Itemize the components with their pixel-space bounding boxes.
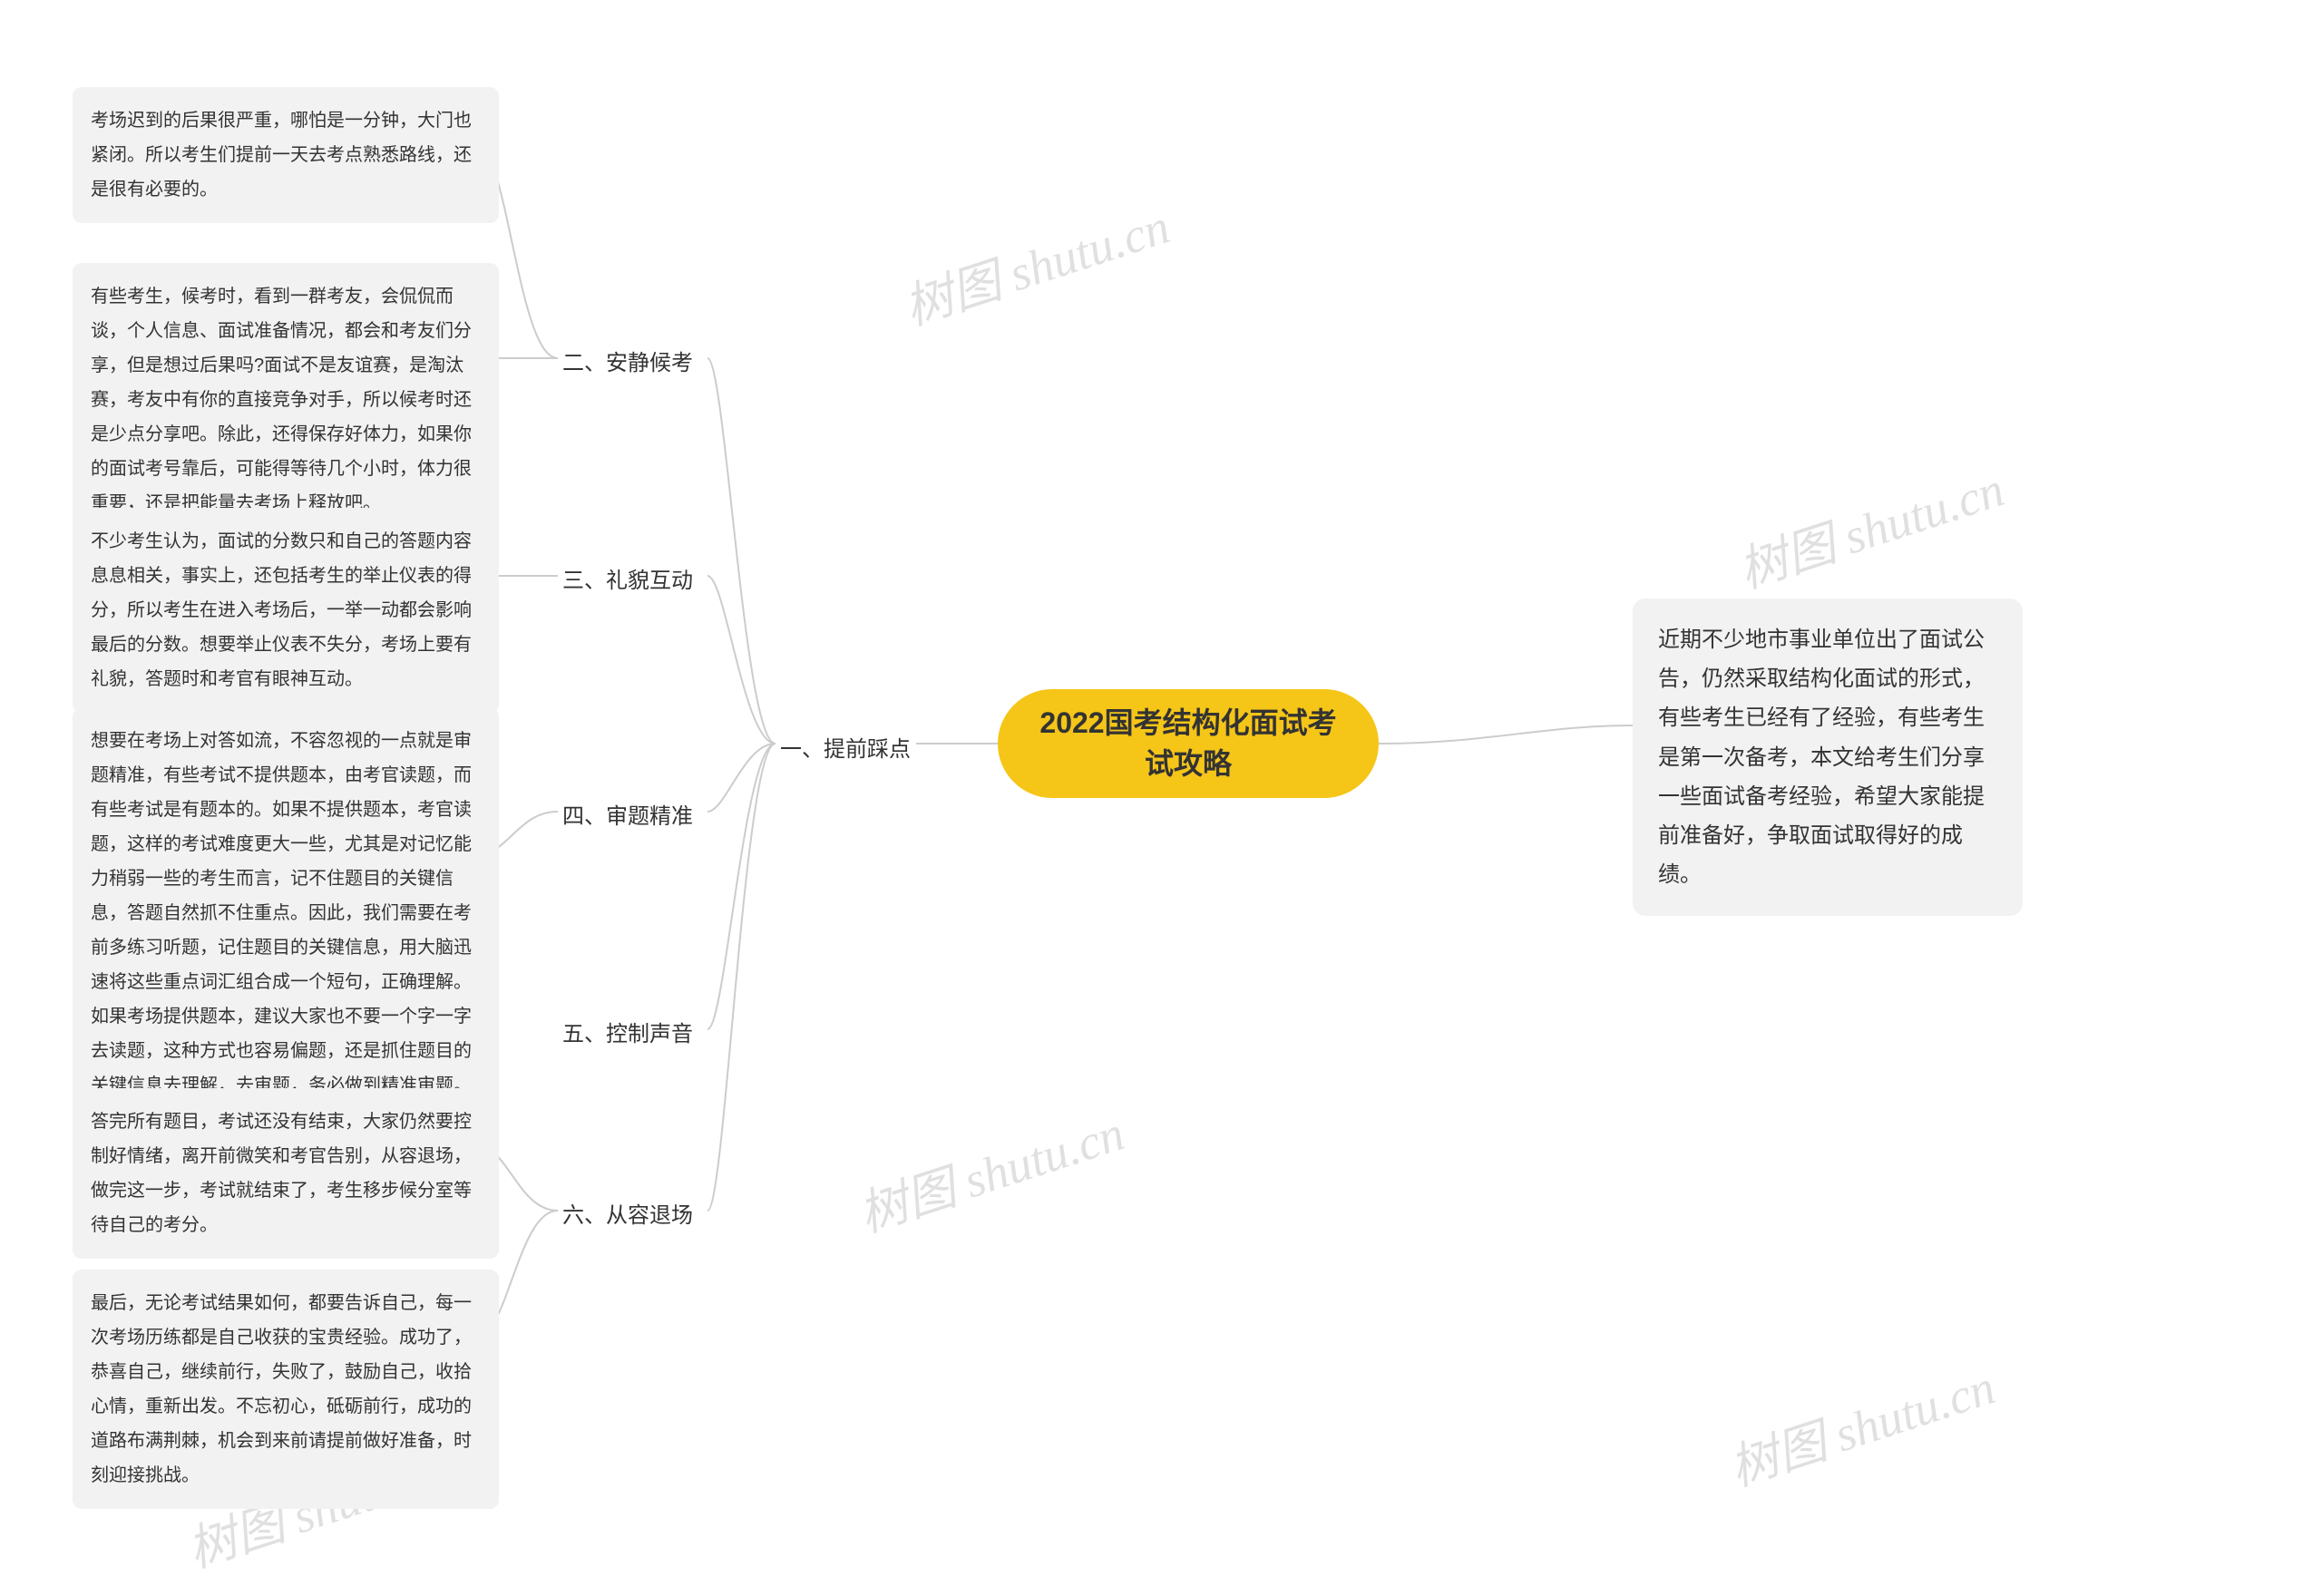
watermark: 树图 shutu.cn (893, 186, 1177, 339)
mindmap-canvas: 树图 shutu.cn 树图 shutu.cn 树图 shutu.cn 树图 s… (0, 0, 2322, 1596)
branch-label[interactable]: 五、控制声音 (562, 1016, 693, 1047)
watermark: 树图 shutu.cn (1728, 449, 2012, 602)
detail-note[interactable]: 不少考生认为，面试的分数只和自己的答题内容息息相关，事实上，还包括考生的举止仪表… (73, 508, 499, 713)
central-topic-text: 2022国考结构化面试考试攻略 (1029, 703, 1348, 784)
branch-label[interactable]: 四、审题精准 (562, 798, 693, 830)
branch-label[interactable]: 六、从容退场 (562, 1197, 693, 1229)
detail-note[interactable]: 答完所有题目，考试还没有结束，大家仍然要控制好情绪，离开前微笑和考官告别，从容退… (73, 1088, 499, 1259)
summary-note-text: 近期不少地市事业单位出了面试公告，仍然采取结构化面试的形式，有些考生已经有了经验… (1658, 628, 1985, 887)
detail-note[interactable]: 有些考生，候考时，看到一群考友，会侃侃而谈，个人信息、面试准备情况，都会和考友们… (73, 263, 499, 537)
central-topic[interactable]: 2022国考结构化面试考试攻略 (998, 689, 1379, 798)
detail-note[interactable]: 想要在考场上对答如流，不容忽视的一点就是审题精准，有些考试不提供题本，由考官读题… (73, 707, 499, 1119)
watermark: 树图 shutu.cn (848, 1093, 1132, 1246)
summary-note[interactable]: 近期不少地市事业单位出了面试公告，仍然采取结构化面试的形式，有些考生已经有了经验… (1633, 598, 2023, 916)
detail-note[interactable]: 考场迟到的后果很严重，哪怕是一分钟，大门也紧闭。所以考生们提前一天去考点熟悉路线… (73, 87, 499, 223)
detail-note[interactable]: 最后，无论考试结果如何，都要告诉自己，每一次考场历练都是自己收获的宝贵经验。成功… (73, 1270, 499, 1509)
watermark: 树图 shutu.cn (1719, 1347, 2003, 1500)
branch-label[interactable]: 二、安静候考 (562, 345, 693, 376)
left-root-label[interactable]: 一、提前踩点 (780, 731, 911, 763)
branch-label[interactable]: 三、礼貌互动 (562, 562, 693, 594)
